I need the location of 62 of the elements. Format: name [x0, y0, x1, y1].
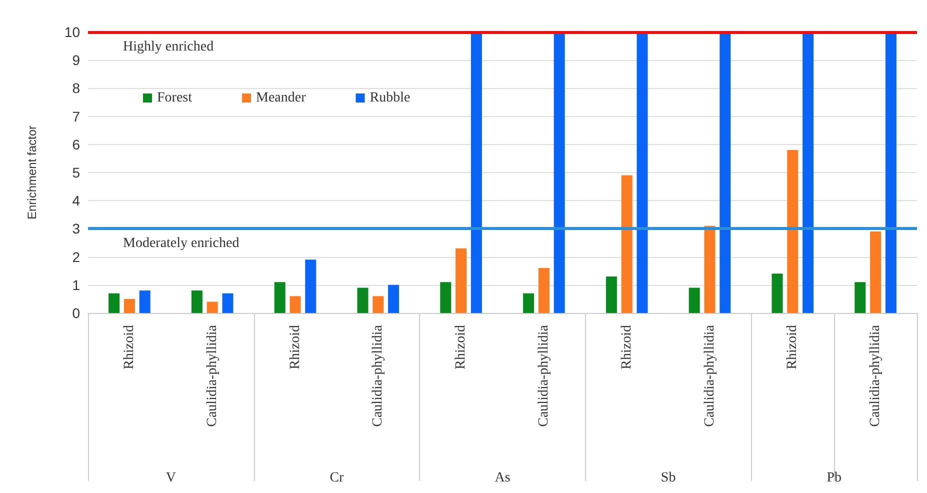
y-axis-title: Enrichment factor [25, 125, 39, 220]
y-tick-label: 7 [72, 108, 80, 124]
bar [191, 290, 202, 313]
bar [854, 282, 866, 313]
bar [456, 248, 467, 313]
y-tick-label: 3 [72, 220, 80, 237]
text: As [494, 470, 510, 486]
bar [538, 268, 550, 313]
y-tick-label: 2 [72, 248, 80, 265]
legend-label: Forest [157, 90, 192, 106]
x-tick-label: Caulidia-phyllidia [536, 324, 552, 427]
x-tick-label: Rhizoid [619, 325, 634, 370]
bar [357, 288, 368, 313]
text: Sb [660, 470, 676, 486]
bar [772, 274, 783, 313]
bar [139, 290, 150, 313]
y-tick-label: 1 [72, 276, 80, 293]
x-tick-label: Rhizoid [785, 325, 800, 370]
y-tick-label: 5 [72, 164, 80, 180]
x-tick-label: Caulidia-phyllidia [868, 324, 884, 427]
y-tick-label: 9 [72, 52, 80, 68]
bar [440, 282, 452, 313]
x-tick-label: Caulidia-phyllidia [370, 324, 386, 427]
bar [787, 150, 798, 313]
bar [720, 32, 731, 313]
bar [802, 32, 814, 313]
y-tick-label: 4 [72, 192, 80, 209]
text: V [166, 470, 176, 486]
text: Pb [826, 470, 842, 486]
y-tick-label: 10 [64, 24, 80, 40]
x-tick-label: Caulidia-phyllidia [702, 324, 718, 427]
legend-label: Meander [256, 90, 306, 106]
bar [523, 293, 534, 313]
bar [704, 226, 716, 313]
bar [688, 288, 700, 313]
x-tick-label: Rhizoid [288, 325, 303, 370]
bar [290, 296, 301, 313]
bar [388, 284, 400, 313]
bar [554, 32, 565, 313]
bar [621, 175, 632, 313]
x-tick-label: Rhizoid [454, 325, 469, 370]
legend-label: Rubble [370, 90, 410, 106]
bar [636, 32, 648, 313]
y-tick-label: 8 [72, 80, 80, 96]
bar [206, 302, 218, 313]
x-tick-label: Caulidia-phyllidia [204, 324, 220, 427]
text: Cr [330, 470, 344, 486]
y-tick-label: 0 [72, 305, 80, 321]
bar [870, 232, 882, 313]
bar [222, 293, 234, 313]
bar [372, 296, 384, 313]
bar [274, 282, 286, 313]
bar [885, 32, 896, 313]
y-tick-label: 6 [72, 136, 80, 152]
bar [470, 32, 482, 313]
x-tick-label: Rhizoid [122, 325, 137, 370]
bar [108, 293, 120, 313]
ref-line-label: Moderately enriched [123, 236, 240, 252]
bar [606, 276, 617, 313]
bar [305, 260, 316, 313]
bar [124, 298, 135, 313]
ref-line-label: Highly enriched [123, 40, 214, 54]
